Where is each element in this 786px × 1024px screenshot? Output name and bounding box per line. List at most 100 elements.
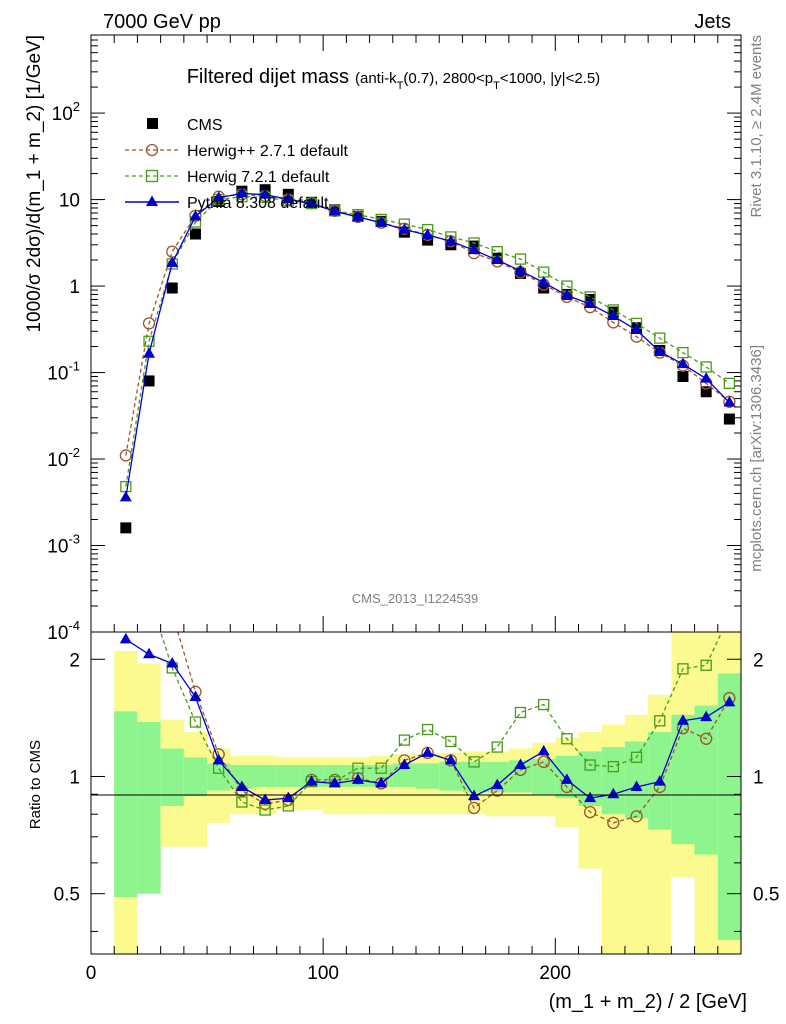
data-point [514,264,527,275]
stat-uncertainty-band-bin [485,761,509,793]
ratio-point [630,810,643,823]
main-plot-series [119,184,736,534]
data-point [212,191,225,202]
stat-uncertainty-band-bin [671,714,695,845]
ratio-point [537,755,550,769]
ratio-point [189,716,202,728]
ratio-point [166,657,179,668]
ratio-point [630,751,643,763]
data-point [514,253,527,265]
legend-entry-pythia: Pythia 8.308 default [125,195,329,212]
data-point [607,309,620,321]
stat-uncertainty-band-bin [601,747,625,815]
data-point [235,186,248,198]
ratio-point [653,775,666,786]
data-point [189,228,201,240]
ratio-point [700,710,713,722]
ratio-point [189,690,202,702]
ratio-point [144,591,154,601]
header-left: 7000 GeV pp [103,11,221,33]
ratio-point [584,759,596,771]
data-point [700,361,712,373]
ratio-plot-ticks: 0.5 0.5 1 1 2 2 [54,650,779,932]
ratio-point [305,775,318,786]
ratio-point [444,753,457,765]
ratio-point [119,632,132,644]
data-point [375,216,388,227]
ratio-y-tick-label-right: 1 [753,767,764,788]
y-tick-label: 1 [69,277,80,298]
x-tick-label: 200 [539,963,571,984]
ratio-y-tick-label-right: 0.5 [753,885,779,906]
ratio-y-tick-label-right: 2 [753,650,764,671]
legend-entry-cms: CMS [147,117,223,134]
data-point [328,204,341,216]
data-point [560,288,573,300]
legend-label-herwig7: Herwig 7.2.1 default [187,169,330,186]
ratio-point [491,778,504,790]
header-right: Jets [694,11,731,33]
ratio-point [537,744,550,756]
data-point [398,223,411,234]
legend-label-pythia: Pythia 8.308 default [187,195,329,212]
ratio-point [583,805,597,819]
legend-entry-herwig7: Herwig 7.2.1 default [125,169,330,186]
legend-label-herwigpp: Herwig++ 2.7.1 default [187,143,349,160]
stat-uncertainty-band-bin [694,705,718,855]
data-point [120,522,132,534]
stat-uncertainty-band-bin [717,673,741,941]
ratio-point [328,776,341,788]
stat-uncertainty-band-bin [416,763,440,789]
ratio-point [375,776,388,788]
legend-marker-herwig7 [145,169,159,183]
ratio-point [144,513,155,524]
ratio-point [259,804,271,816]
ratio-series-group [119,513,736,830]
ratio-point [421,723,434,736]
ratio-point [236,796,248,808]
data-point [444,234,457,246]
data-point [653,345,666,356]
data-point [491,253,504,265]
ratio-point [375,762,387,774]
data-point [677,346,689,359]
ratio-y-tick-label: 2 [69,650,80,671]
rivet-version-label: Rivet 3.1.10, ≥ 2.4M events [748,35,765,218]
data-point [119,490,132,502]
stat-uncertainty-band-bin [462,761,486,793]
ratio-point [560,773,573,784]
ratio-y-tick-label: 0.5 [54,885,80,906]
ratio-point [700,732,713,745]
ratio-point [700,659,712,671]
data-point [166,256,179,267]
ratio-point [167,607,178,618]
legend-marker-cms [147,118,158,129]
ratio-point [677,663,689,675]
stat-uncertainty-band-bin [207,763,231,791]
y-axis-label: 1000/σ 2dσ)/d(m_1 + m_2) [1/GeV] [24,35,45,333]
ratio-point [143,647,156,659]
data-point [654,332,666,344]
ratio-point [723,695,736,707]
y-tick-label: 10-4 [47,618,80,644]
data-point [723,413,735,425]
chart-title-detail: (anti-kT(0.7), 2800<pT<1000, |y|<2.5) [355,70,600,92]
ratio-point [607,760,619,773]
legend-entry-herwigpp: Herwig++ 2.7.1 default [125,143,349,160]
stat-uncertainty-band-bin [230,765,254,789]
data-point [723,377,736,390]
ratio-point [607,816,620,830]
ratio-point [676,714,689,725]
ratio-point [584,791,597,803]
x-tick-label: 100 [307,963,339,984]
data-point [584,297,597,309]
x-axis-label: (m_1 + m_2) / 2 [GeV] [549,991,747,1013]
mcplots-arxiv-label: mcplots.cern.ch [arXiv:1306.3436] [748,345,765,572]
ratio-series-2 [119,632,736,805]
data-point [538,282,550,294]
ratio-point [724,611,734,621]
ratio-point [351,773,364,784]
ratio-point [445,735,457,748]
ratio-point [398,758,411,770]
ratio-point [607,787,620,799]
